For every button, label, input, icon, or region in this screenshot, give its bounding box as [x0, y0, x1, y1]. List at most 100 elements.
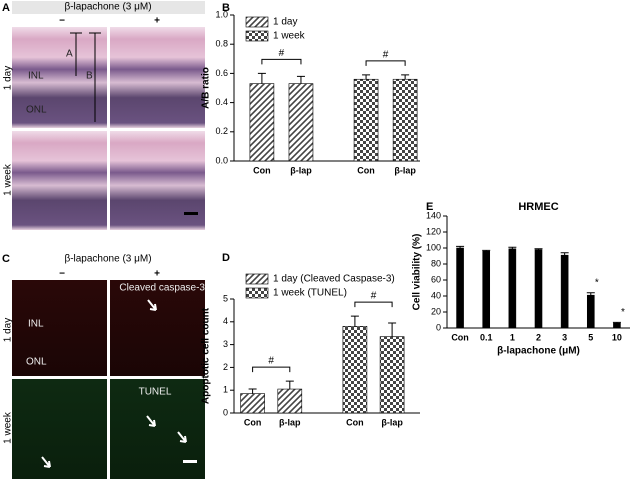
y-tick-label: 2 [223, 362, 228, 372]
error-bar [560, 252, 569, 256]
error-bar [257, 72, 266, 84]
x-tick-label: Con [357, 165, 375, 175]
bar [277, 388, 303, 414]
row-label: 1 week [3, 163, 14, 196]
panel-title: β-lapachone (3 μM) [64, 254, 151, 265]
legend-swatch [245, 30, 269, 42]
error-bar [362, 74, 371, 80]
error-bar [388, 322, 397, 337]
arrow [147, 299, 157, 311]
arrow [146, 415, 156, 427]
panel-letter: E [426, 201, 433, 213]
significance-mark: # [383, 50, 389, 61]
panel-letter: C [2, 253, 10, 265]
error-bar [296, 75, 305, 84]
fluorescence-image [110, 280, 205, 376]
y-tick-label: 0.6 [215, 68, 228, 78]
y-axis-label: Apoptotic cell count [201, 307, 212, 404]
bar [249, 83, 275, 162]
y-tick-label: 100 [426, 242, 441, 252]
legend-swatch [245, 287, 269, 299]
significance-mark: # [268, 356, 274, 367]
bar [534, 249, 543, 329]
significance-bracket [261, 58, 302, 65]
bar [613, 322, 621, 329]
y-tick-label: 120 [426, 226, 441, 236]
x-tick-label: 3 [562, 332, 567, 342]
x-tick-label: β-lap [290, 165, 312, 175]
histology-image [110, 131, 205, 230]
column-label: − [59, 269, 65, 280]
stain-label: Cleaved caspase-3 [119, 283, 205, 294]
bar [586, 294, 595, 329]
y-tick-label: 60 [431, 274, 441, 284]
layer-label: INL [28, 319, 44, 330]
y-tick-label: 0.8 [215, 39, 228, 49]
significance-mark: # [279, 48, 285, 59]
scale-bar [183, 460, 197, 463]
legend-label: 1 day [273, 17, 297, 28]
x-tick-label: β-lap [394, 165, 416, 175]
bar [240, 393, 265, 414]
y-tick-label: 0 [436, 322, 441, 332]
fluorescence-image [12, 280, 107, 376]
bar [288, 83, 314, 162]
panel-letter: D [222, 252, 230, 264]
histology-image [12, 131, 107, 230]
panel-a: A β-lapachone (3 μM) − + 1 day 1 week IN… [2, 1, 205, 230]
bar [456, 247, 464, 329]
bar [379, 336, 405, 414]
y-tick-label: 1 [223, 385, 228, 395]
y-tick-label: 140 [426, 210, 441, 220]
x-tick-label: 5 [588, 332, 593, 342]
x-tick-label: β-lap [381, 417, 403, 427]
y-tick-label: 40 [431, 290, 441, 300]
legend-label: 1 day (Cleaved Caspase-3) [273, 274, 395, 285]
error-bar [248, 388, 257, 394]
bar [392, 78, 418, 162]
column-label: + [154, 269, 160, 280]
title-band [12, 1, 205, 14]
x-tick-label: Con [244, 417, 262, 427]
arrow [41, 456, 51, 468]
layer-label: ONL [26, 357, 47, 368]
x-tick-label: 2 [536, 332, 541, 342]
significance-mark: # [371, 291, 377, 302]
error-bar [508, 246, 517, 249]
x-tick-label: β-lap [279, 417, 301, 427]
histology-image [110, 27, 205, 128]
row-label: 1 day [3, 66, 14, 90]
error-bar [456, 245, 465, 248]
row-label: 1 day [3, 318, 14, 342]
y-tick-label: 0 [223, 407, 228, 417]
legend-swatch [245, 273, 269, 285]
legend-label: 1 week (TUNEL) [273, 288, 347, 299]
panel-letter: A [2, 2, 10, 14]
x-tick-label: 10 [612, 332, 622, 342]
y-tick-label: 4 [223, 316, 228, 326]
y-tick-label: 1.0 [215, 9, 228, 19]
significance-mark: * [621, 307, 625, 318]
y-tick-label: 3 [223, 339, 228, 349]
x-tick-label: Con [346, 417, 364, 427]
significance-bracket [365, 60, 406, 66]
error-bar [586, 292, 595, 296]
fluorescence-image [12, 379, 107, 479]
significance-mark: * [595, 277, 599, 288]
x-tick-label: 0.1 [480, 332, 493, 342]
panel-letter: B [222, 2, 230, 14]
y-tick-label: 0.4 [215, 97, 228, 107]
x-tick-label: Con [451, 332, 469, 342]
error-bar [401, 74, 410, 80]
panel-title: β-lapachone (3 μM) [64, 2, 151, 13]
x-tick-label: Con [253, 165, 271, 175]
measure-label: A [66, 49, 73, 60]
y-axis-label: A/B ratio [201, 67, 212, 109]
column-label: + [154, 16, 160, 27]
bar [482, 250, 491, 329]
error-bar [285, 380, 294, 390]
panel-c: C β-lapachone (3 μM) − + 1 day 1 week IN… [2, 253, 205, 479]
y-tick-label: 0.2 [215, 126, 228, 136]
